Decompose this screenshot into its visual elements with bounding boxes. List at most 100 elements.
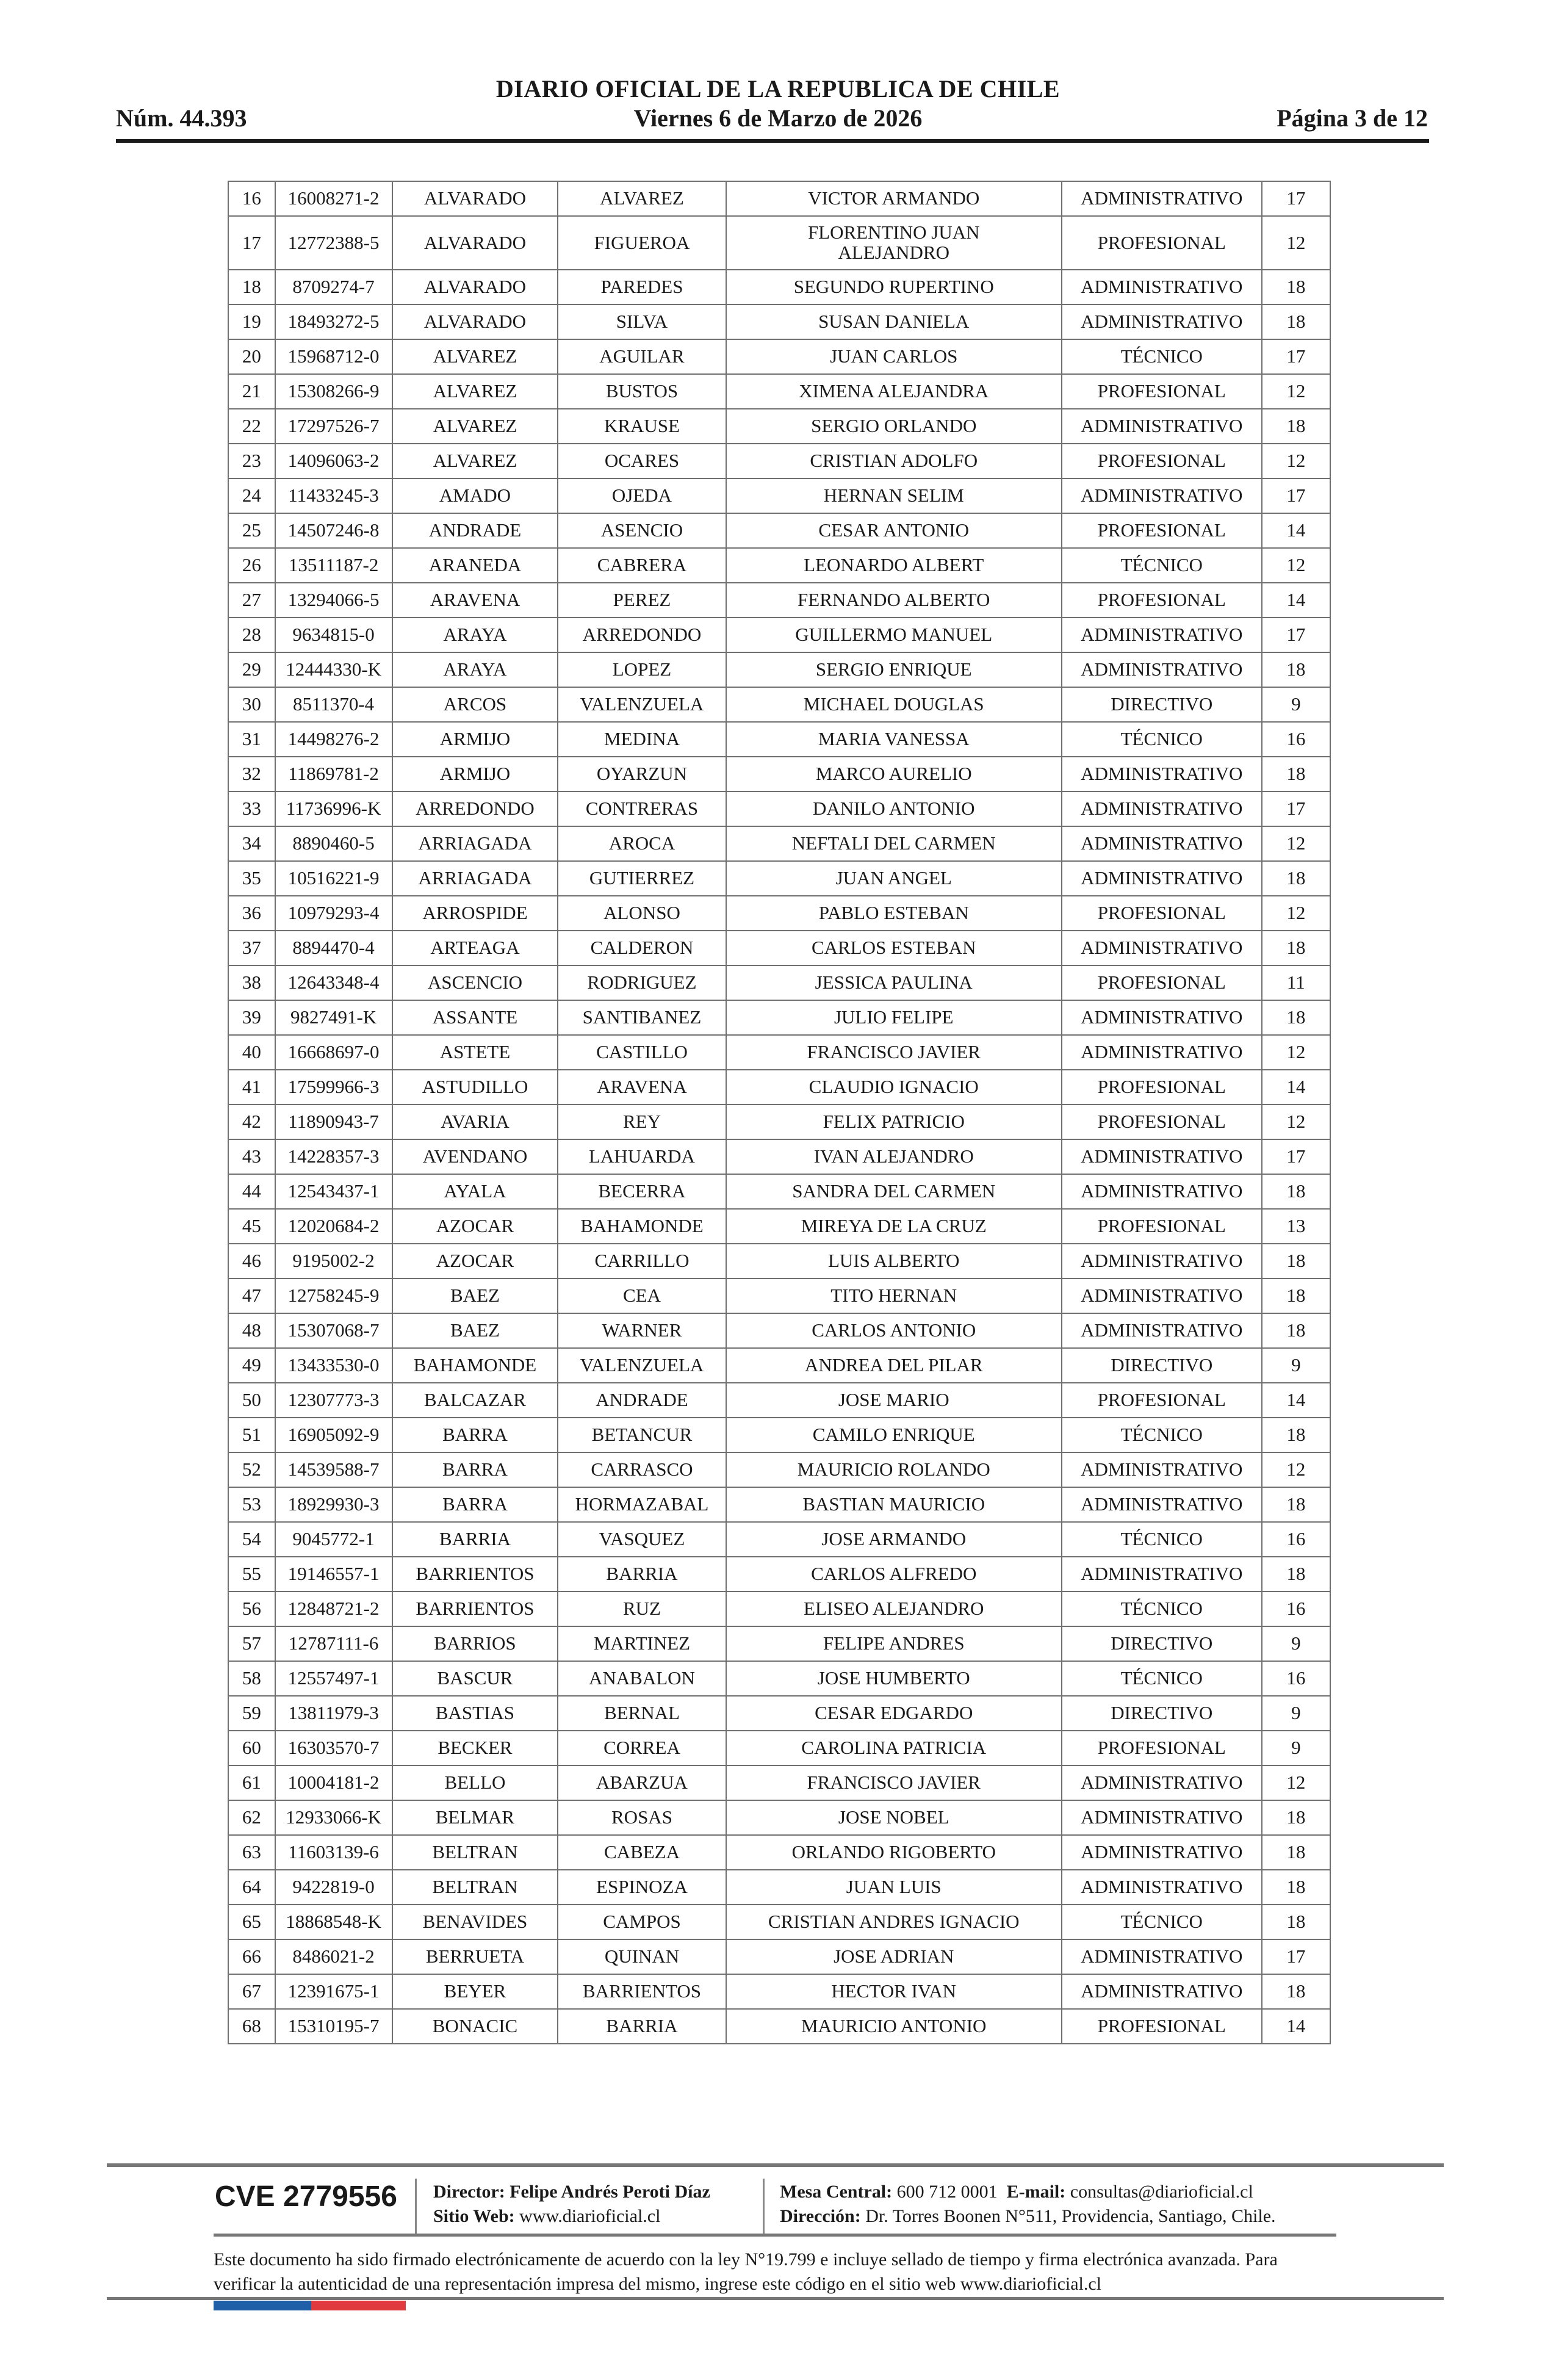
maternal-surname-cell: AROCA xyxy=(557,826,727,862)
staff-category-cell: DIRECTIVO xyxy=(1061,1347,1262,1383)
given-names-cell: CAROLINA PATRICIA xyxy=(725,1730,1062,1766)
maternal-surname-cell: PAREDES xyxy=(557,269,727,305)
table-row: 21 15308266-9 ALVAREZ BUSTOS XIMENA ALEJANDR… xyxy=(228,373,1331,409)
web-link[interactable]: www.diarioficial.cl xyxy=(519,2206,661,2226)
grade-cell: 18 xyxy=(1261,1174,1331,1210)
given-names-cell: JUAN CARLOS xyxy=(725,339,1062,375)
rut-cell: 10516221-9 xyxy=(274,860,393,896)
table-row: 64 9422819-0 BELTRAN ESPINOZA JUAN LUIS ADMIN… xyxy=(228,1869,1331,1905)
rut-cell: 9195002-2 xyxy=(274,1243,393,1279)
maternal-surname-cell: VALENZUELA xyxy=(557,1347,727,1383)
maternal-surname-cell: BETANCUR xyxy=(557,1417,727,1453)
row-number-cell: 45 xyxy=(228,1208,276,1244)
staff-category-cell: PROFESIONAL xyxy=(1061,1208,1262,1244)
paternal-surname-cell: BARRIENTOS xyxy=(391,1591,559,1627)
maternal-surname-cell: CEA xyxy=(557,1278,727,1314)
rut-cell: 12772388-5 xyxy=(274,215,393,270)
rut-cell: 9045772-1 xyxy=(274,1521,393,1557)
paternal-surname-cell: ARRIAGADA xyxy=(391,860,559,896)
row-number-cell: 42 xyxy=(228,1104,276,1140)
grade-cell: 18 xyxy=(1261,756,1331,792)
grade-cell: 12 xyxy=(1261,895,1331,931)
rut-cell: 12543437-1 xyxy=(274,1174,393,1210)
grade-cell: 18 xyxy=(1261,1243,1331,1279)
rut-cell: 8890460-5 xyxy=(274,826,393,862)
given-names-cell: CARLOS ANTONIO xyxy=(725,1313,1062,1349)
staff-category-cell: ADMINISTRATIVO xyxy=(1061,1939,1262,1975)
paternal-surname-cell: BAEZ xyxy=(391,1278,559,1314)
rut-cell: 18868548-K xyxy=(274,1904,393,1940)
grade-cell: 12 xyxy=(1261,1452,1331,1488)
paternal-surname-cell: ARTEAGA xyxy=(391,930,559,966)
table-row: 57 12787111-6 BARRIOS MARTINEZ FELIPE ANDRES… xyxy=(228,1626,1331,1662)
paternal-surname-cell: BARRA xyxy=(391,1417,559,1453)
maternal-surname-cell: RUZ xyxy=(557,1591,727,1627)
rut-cell: 12848721-2 xyxy=(274,1591,393,1627)
maternal-surname-cell: ARREDONDO xyxy=(557,617,727,653)
grade-cell: 18 xyxy=(1261,1556,1331,1592)
staff-category-cell: TÉCNICO xyxy=(1061,1417,1262,1453)
paternal-surname-cell: BEYER xyxy=(391,1974,559,2010)
grade-cell: 18 xyxy=(1261,652,1331,688)
issue-date: Viernes 6 de Marzo de 2026 xyxy=(633,104,923,132)
staff-category-cell: DIRECTIVO xyxy=(1061,687,1262,723)
given-names-cell: SERGIO ORLANDO xyxy=(725,408,1062,444)
given-names-cell: CAMILO ENRIQUE xyxy=(725,1417,1062,1453)
maternal-surname-cell: AGUILAR xyxy=(557,339,727,375)
given-names-cell: LEONARDO ALBERT xyxy=(725,547,1062,583)
staff-category-cell: ADMINISTRATIVO xyxy=(1061,1869,1262,1905)
grade-cell: 9 xyxy=(1261,1347,1331,1383)
rut-cell: 9827491-K xyxy=(274,1000,393,1036)
staff-category-cell: ADMINISTRATIVO xyxy=(1061,478,1262,514)
row-number-cell: 55 xyxy=(228,1556,276,1592)
rut-cell: 12307773-3 xyxy=(274,1382,393,1418)
row-number-cell: 32 xyxy=(228,756,276,792)
row-number-cell: 44 xyxy=(228,1174,276,1210)
grade-cell: 14 xyxy=(1261,2008,1331,2044)
given-names-cell: ORLANDO RIGOBERTO xyxy=(725,1834,1062,1870)
rut-cell: 11736996-K xyxy=(274,791,393,827)
row-number-cell: 20 xyxy=(228,339,276,375)
footer-divider xyxy=(214,2234,1336,2237)
row-number-cell: 30 xyxy=(228,687,276,723)
maternal-surname-cell: SANTIBANEZ xyxy=(557,1000,727,1036)
address-label: Dirección: xyxy=(780,2206,861,2226)
table-row: 37 8894470-4 ARTEAGA CALDERON CARLOS ESTEBAN… xyxy=(228,930,1331,966)
rut-cell: 17599966-3 xyxy=(274,1069,393,1105)
paternal-surname-cell: ALVARADO xyxy=(391,304,559,340)
maternal-surname-cell: OJEDA xyxy=(557,478,727,514)
maternal-surname-cell: LAHUARDA xyxy=(557,1139,727,1175)
staff-category-cell: ADMINISTRATIVO xyxy=(1061,1765,1262,1801)
maternal-surname-cell: ARAVENA xyxy=(557,1069,727,1105)
rut-cell: 13294066-5 xyxy=(274,582,393,618)
footer-director-block: Director: Felipe Andrés Peroti Díaz Siti… xyxy=(433,2180,710,2229)
staff-category-cell: PROFESIONAL xyxy=(1061,513,1262,549)
staff-category-cell: ADMINISTRATIVO xyxy=(1061,181,1262,217)
maternal-surname-cell: HORMAZABAL xyxy=(557,1487,727,1523)
given-names-cell: FELIPE ANDRES xyxy=(725,1626,1062,1662)
table-row: 54 9045772-1 BARRIA VASQUEZ JOSE ARMANDO TÉCN… xyxy=(228,1521,1331,1557)
grade-cell: 18 xyxy=(1261,1417,1331,1453)
table-row: 36 10979293-4 ARROSPIDE ALONSO PABLO ESTEBAN… xyxy=(228,895,1331,931)
footer-contact-block: Mesa Central: 600 712 0001 E-mail: consu… xyxy=(780,2180,1276,2229)
grade-cell: 18 xyxy=(1261,304,1331,340)
paternal-surname-cell: AVARIA xyxy=(391,1104,559,1140)
paternal-surname-cell: BARRIA xyxy=(391,1521,559,1557)
given-names-cell: SANDRA DEL CARMEN xyxy=(725,1174,1062,1210)
given-names-cell: CRISTIAN ADOLFO xyxy=(725,443,1062,479)
table-row: 29 12444330-K ARAYA LOPEZ SERGIO ENRIQUE ADMI… xyxy=(228,652,1331,688)
rut-cell: 12787111-6 xyxy=(274,1626,393,1662)
maternal-surname-cell: ANDRADE xyxy=(557,1382,727,1418)
email-link[interactable]: consultas@diarioficial.cl xyxy=(1070,2182,1253,2202)
paternal-surname-cell: AZOCAR xyxy=(391,1208,559,1244)
given-names-cell: JOSE ADRIAN xyxy=(725,1939,1062,1975)
grade-cell: 16 xyxy=(1261,1591,1331,1627)
grade-cell: 18 xyxy=(1261,1313,1331,1349)
row-number-cell: 22 xyxy=(228,408,276,444)
rut-cell: 14096063-2 xyxy=(274,443,393,479)
paternal-surname-cell: AVENDANO xyxy=(391,1139,559,1175)
table-row: 56 12848721-2 BARRIENTOS RUZ ELISEO ALEJANDR… xyxy=(228,1591,1331,1627)
maternal-surname-cell: ASENCIO xyxy=(557,513,727,549)
table-row: 59 13811979-3 BASTIAS BERNAL CESAR EDGARDO DI… xyxy=(228,1695,1331,1731)
maternal-surname-cell: VALENZUELA xyxy=(557,687,727,723)
